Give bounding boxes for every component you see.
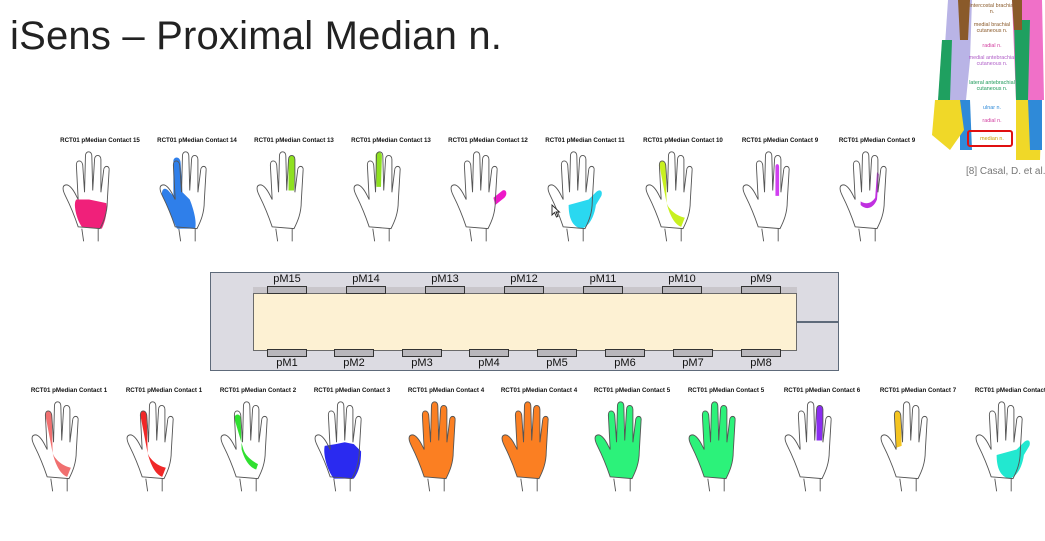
hand-caption: RCT01 pMedian Contact 3 <box>313 387 391 394</box>
hand-caption: RCT01 pMedian Contact 10 <box>643 137 723 144</box>
contact-pad <box>605 349 645 357</box>
contact-label: pM11 <box>589 273 617 285</box>
contact-pad <box>402 349 442 357</box>
top-hand-card: RCT01 pMedian Contact 9 <box>830 137 924 247</box>
contact-label: pM2 <box>343 357 365 369</box>
contact-pad <box>267 286 307 294</box>
bottom-hand-card: RCT01 pMedian Contact 1 <box>117 387 211 497</box>
nerve-map-figure <box>930 0 1045 170</box>
contact-pad <box>537 349 577 357</box>
mouse-cursor-icon <box>551 204 561 218</box>
legend-lateral-antebrachial: lateral antebrachial cutaneous n. <box>969 80 1015 93</box>
legend-intercostal: intercostal brachial n. <box>969 3 1015 16</box>
contact-label: pM6 <box>614 357 636 369</box>
contact-pad <box>583 286 623 294</box>
arm-illustration <box>932 0 1044 160</box>
contact-label: pM15 <box>273 273 301 285</box>
bottom-hand-card: RCT01 pMedian Contact 1 <box>22 387 116 497</box>
contact-label: pM8 <box>750 357 772 369</box>
legend-median: median n. <box>980 136 1004 142</box>
hand-caption: RCT01 pMedian Contact 13 <box>351 137 431 144</box>
bottom-hand-card: RCT01 pMedian Contact 4 <box>399 387 493 497</box>
top-hand-card: RCT01 pMedian Contact 15 <box>53 137 147 247</box>
hand-caption: RCT01 pMedian Contact 6 <box>783 387 861 394</box>
hand-caption: RCT01 pMedian Contact 7 <box>879 387 957 394</box>
contact-pad <box>741 349 781 357</box>
bottom-hand-card: RCT01 pMedian Contact 2 <box>211 387 305 497</box>
top-hand-card: RCT01 pMedian Contact 10 <box>636 137 730 247</box>
bottom-hand-card: RCT01 pMedian Contact 5 <box>585 387 679 497</box>
hand-caption: RCT01 pMedian Contact 4 <box>407 387 485 394</box>
top-hand-card: RCT01 pMedian Contact 9 <box>733 137 827 247</box>
top-hand-card: RCT01 pMedian Contact 14 <box>150 137 244 247</box>
bottom-hand-card: RCT01 pMedian Contact 3 <box>305 387 399 497</box>
contact-pad <box>267 349 307 357</box>
legend-medial-antebrachial: medial antebrachial cutaneous n. <box>968 55 1016 68</box>
contact-pad <box>662 286 702 294</box>
legend-ulnar: ulnar n. <box>983 105 1001 111</box>
bottom-hand-card: RCT01 pMedian Contact 5 <box>679 387 773 497</box>
contact-pad <box>469 349 509 357</box>
electrode-body <box>253 293 797 351</box>
median-highlight-box <box>967 130 1013 147</box>
slide-title: iSens – Proximal Median n. <box>10 14 503 58</box>
hand-caption: RCT01 pMedian Contact 2 <box>219 387 297 394</box>
hand-caption: RCT01 pMedian Contact 1 <box>125 387 203 394</box>
contact-label: pM3 <box>411 357 433 369</box>
contact-label: pM14 <box>352 273 380 285</box>
hand-caption: RCT01 pMedian Contact 5 <box>593 387 671 394</box>
hand-caption: RCT01 pMedian Contact 12 <box>448 137 528 144</box>
hand-caption: RCT01 pMedian Contact 8 <box>974 387 1045 394</box>
contact-label: pM7 <box>682 357 704 369</box>
contact-pad <box>334 349 374 357</box>
legend-medial-brachial: medial brachial cutaneous n. <box>973 22 1011 35</box>
contact-label: pM5 <box>546 357 568 369</box>
top-hand-card: RCT01 pMedian Contact 11 <box>538 137 632 247</box>
hand-caption: RCT01 pMedian Contact 9 <box>741 137 819 144</box>
contact-pad <box>504 286 544 294</box>
contact-label: pM9 <box>750 273 772 285</box>
bottom-hand-card: RCT01 pMedian Contact 8 <box>966 387 1045 497</box>
electrode-lead <box>797 321 839 323</box>
contact-pad <box>741 286 781 294</box>
bottom-hand-card: RCT01 pMedian Contact 7 <box>871 387 965 497</box>
contact-label: pM10 <box>668 273 696 285</box>
hand-caption: RCT01 pMedian Contact 1 <box>30 387 108 394</box>
hand-caption: RCT01 pMedian Contact 9 <box>838 137 916 144</box>
contact-pad <box>425 286 465 294</box>
hand-caption: RCT01 pMedian Contact 11 <box>545 137 625 144</box>
top-hand-card: RCT01 pMedian Contact 13 <box>344 137 438 247</box>
hand-caption: RCT01 pMedian Contact 13 <box>254 137 334 144</box>
bottom-hand-card: RCT01 pMedian Contact 4 <box>492 387 586 497</box>
contact-label: pM1 <box>276 357 298 369</box>
contact-pad <box>346 286 386 294</box>
hand-caption: RCT01 pMedian Contact 15 <box>60 137 140 144</box>
top-hand-card: RCT01 pMedian Contact 12 <box>441 137 535 247</box>
hand-caption: RCT01 pMedian Contact 5 <box>687 387 765 394</box>
top-hand-card: RCT01 pMedian Contact 13 <box>247 137 341 247</box>
legend-radial: radial n. <box>982 43 1002 49</box>
hand-caption: RCT01 pMedian Contact 4 <box>500 387 578 394</box>
legend-radial-2: radial n. <box>982 118 1002 124</box>
bottom-hand-card: RCT01 pMedian Contact 6 <box>775 387 869 497</box>
hand-caption: RCT01 pMedian Contact 14 <box>157 137 237 144</box>
contact-label: pM13 <box>431 273 459 285</box>
contact-label: pM4 <box>478 357 500 369</box>
reference-caption: [8] Casal, D. et al. (2017 <box>966 166 1045 177</box>
contact-label: pM12 <box>510 273 538 285</box>
contact-pad <box>673 349 713 357</box>
